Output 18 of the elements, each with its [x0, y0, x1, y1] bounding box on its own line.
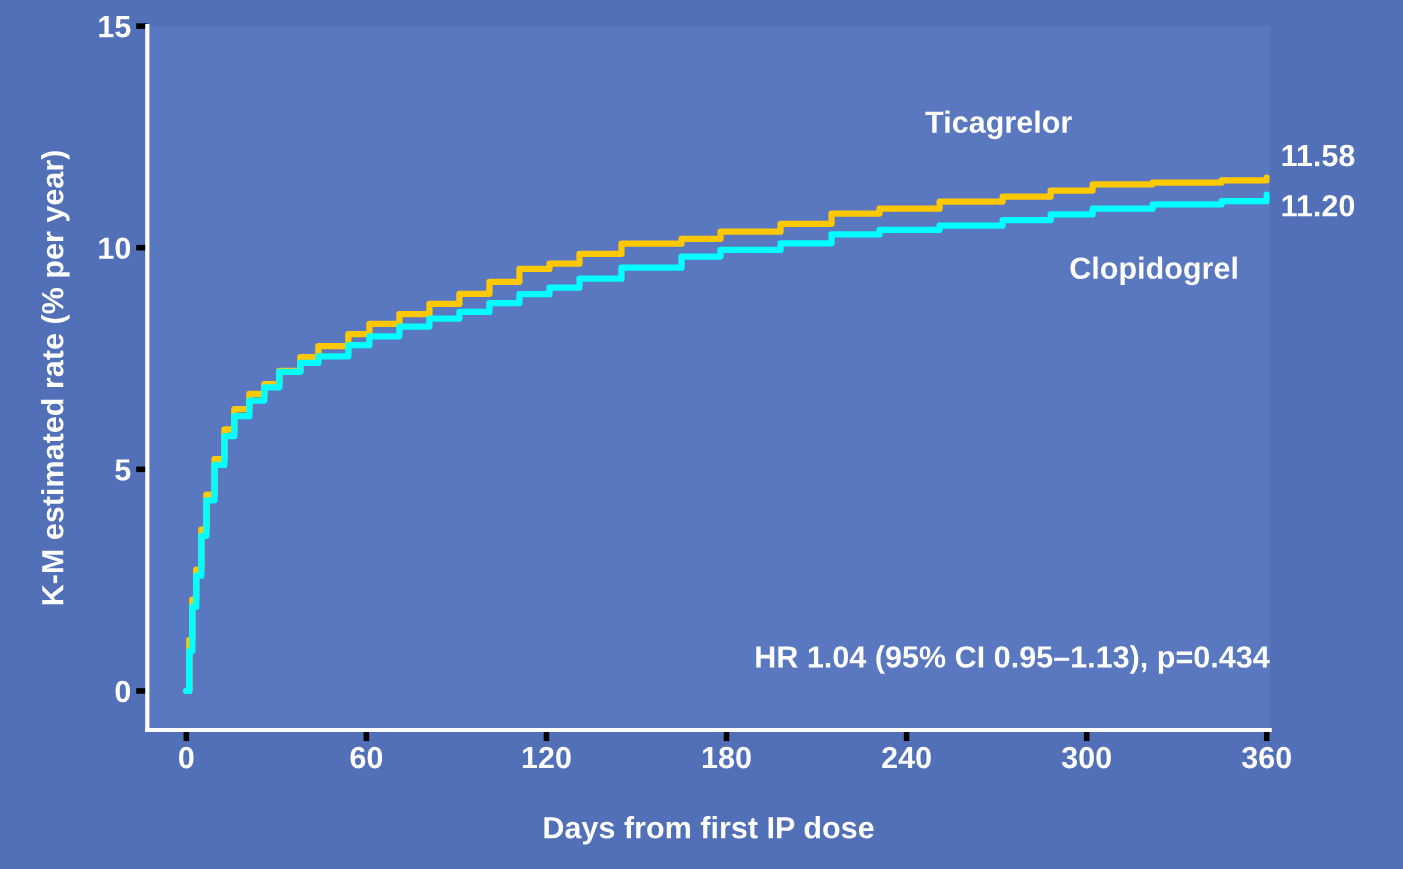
- y-tick-label: 10: [99, 237, 131, 260]
- x-tick-label: 240: [882, 746, 931, 769]
- x-tick-label: 120: [522, 746, 571, 769]
- y-tick-label: 15: [99, 16, 131, 38]
- y-tick-label: 0: [115, 680, 131, 703]
- x-tick-label: 360: [1241, 746, 1291, 769]
- annotation: HR 1.04 (95% CI 0.95–1.13), p=0.434: [756, 645, 1270, 674]
- y-axis-title: K-M estimated rate (% per year): [41, 151, 70, 605]
- x-tick-label: 0: [179, 746, 194, 769]
- y-tick-label: 5: [115, 459, 131, 481]
- x-tick-label: 300: [1061, 746, 1111, 769]
- series-label: Ticagrelor: [925, 110, 1072, 140]
- x-tick-label: 60: [350, 746, 383, 769]
- series-label: Clopidogrel: [1070, 256, 1237, 286]
- x-axis-title: Days from first IP dose: [544, 816, 874, 845]
- data-label: 11.58: [1282, 144, 1355, 167]
- data-label: 11.20: [1282, 194, 1355, 217]
- x-tick-label: 180: [702, 746, 751, 769]
